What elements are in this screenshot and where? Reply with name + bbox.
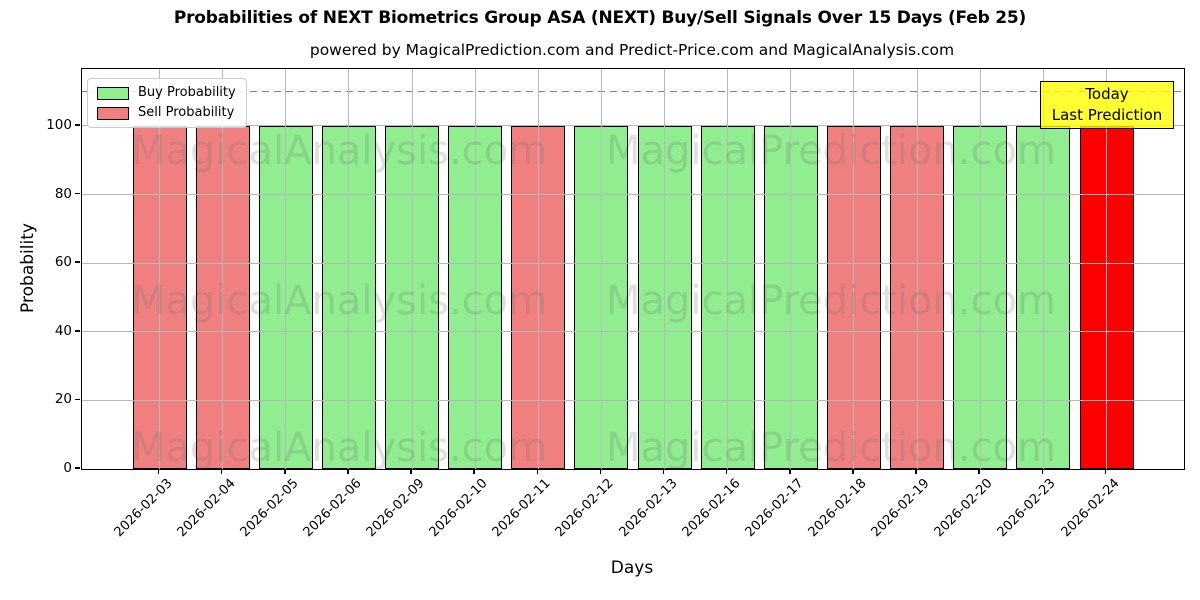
gridline-vertical [790,69,792,469]
x-tick-mark [536,469,539,474]
legend-label-sell: Sell Probability [138,105,235,120]
y-tick-mark [74,398,80,401]
x-tick-mark [599,469,602,474]
buy-probability-swatch-icon [97,86,129,100]
x-axis-label: Days [610,558,654,578]
gridline-vertical [727,69,729,469]
x-tick-mark [157,469,160,474]
watermark-text: MagicalPrediction.com [606,425,1056,471]
plot-area: Buy Probability Sell Probability Today L… [81,68,1185,471]
gridline-vertical [1106,69,1107,469]
gridline-horizontal [82,331,1184,333]
watermark-text: MagicalPrediction.com [606,128,1056,174]
today-annotation: Today Last Prediction [1040,81,1174,129]
gridline-vertical [348,69,350,469]
x-tick-mark [220,469,223,474]
gridline-vertical [979,69,981,469]
y-tick-label: 40 [54,322,72,339]
legend-row-sell: Sell Probability [97,106,236,120]
chart-subtitle: powered by MagicalPrediction.com and Pre… [309,41,955,59]
x-tick-mark [789,469,791,474]
x-tick-label: 2026-02-03 [111,476,176,541]
y-tick-label: 20 [54,391,72,408]
y-tick-label: 0 [63,460,72,476]
x-tick-mark [662,469,665,474]
y-tick-mark [74,467,80,469]
today-annotation-line1: Today [1085,85,1129,103]
chart-title: Probabilities of NEXT Biometrics Group A… [173,8,1027,28]
y-tick-mark [74,192,80,195]
y-tick-label: 60 [54,254,72,271]
x-tick-mark [1104,469,1107,474]
x-tick-mark [852,469,854,474]
gridline-vertical [916,69,918,469]
gridline-vertical [159,69,160,469]
gridline-vertical [285,69,287,469]
gridline-vertical [664,69,666,469]
gridline-horizontal [82,399,1184,401]
gridline-vertical [474,69,476,469]
x-tick-mark [1041,469,1044,474]
x-tick-mark [725,469,728,474]
x-tick-mark [410,469,412,474]
legend: Buy Probability Sell Probability [87,78,247,128]
gridline-vertical [853,69,855,469]
gridline-horizontal [82,125,1184,127]
sell-probability-swatch-icon [97,106,129,120]
gridline-vertical [411,69,413,469]
x-tick-mark [915,469,917,474]
legend-label-buy: Buy Probability [138,85,236,100]
watermark-text: MagicalAnalysis.com [131,278,548,324]
y-tick-mark [74,124,80,126]
watermark-text: MagicalPrediction.com [606,278,1056,324]
y-tick-mark [74,330,80,332]
y-tick-label: 100 [46,116,72,133]
gridline-vertical [600,69,602,469]
x-tick-mark [347,469,349,474]
y-tick-mark [74,261,80,263]
x-tick-mark [978,469,980,474]
gridline-vertical [1042,69,1044,469]
gridline-horizontal [82,194,1184,196]
gridline-horizontal [82,262,1184,264]
x-tick-mark [284,469,286,474]
dashed-threshold-line [82,90,1184,93]
watermark-text: MagicalAnalysis.com [131,425,548,471]
gridline-vertical [222,69,224,469]
legend-row-buy: Buy Probability [97,86,236,100]
y-tick-label: 80 [54,185,72,202]
watermark-text: MagicalAnalysis.com [131,128,548,174]
today-annotation-line2: Last Prediction [1051,106,1163,124]
x-tick-mark [473,469,475,474]
gridline-vertical [537,69,539,469]
